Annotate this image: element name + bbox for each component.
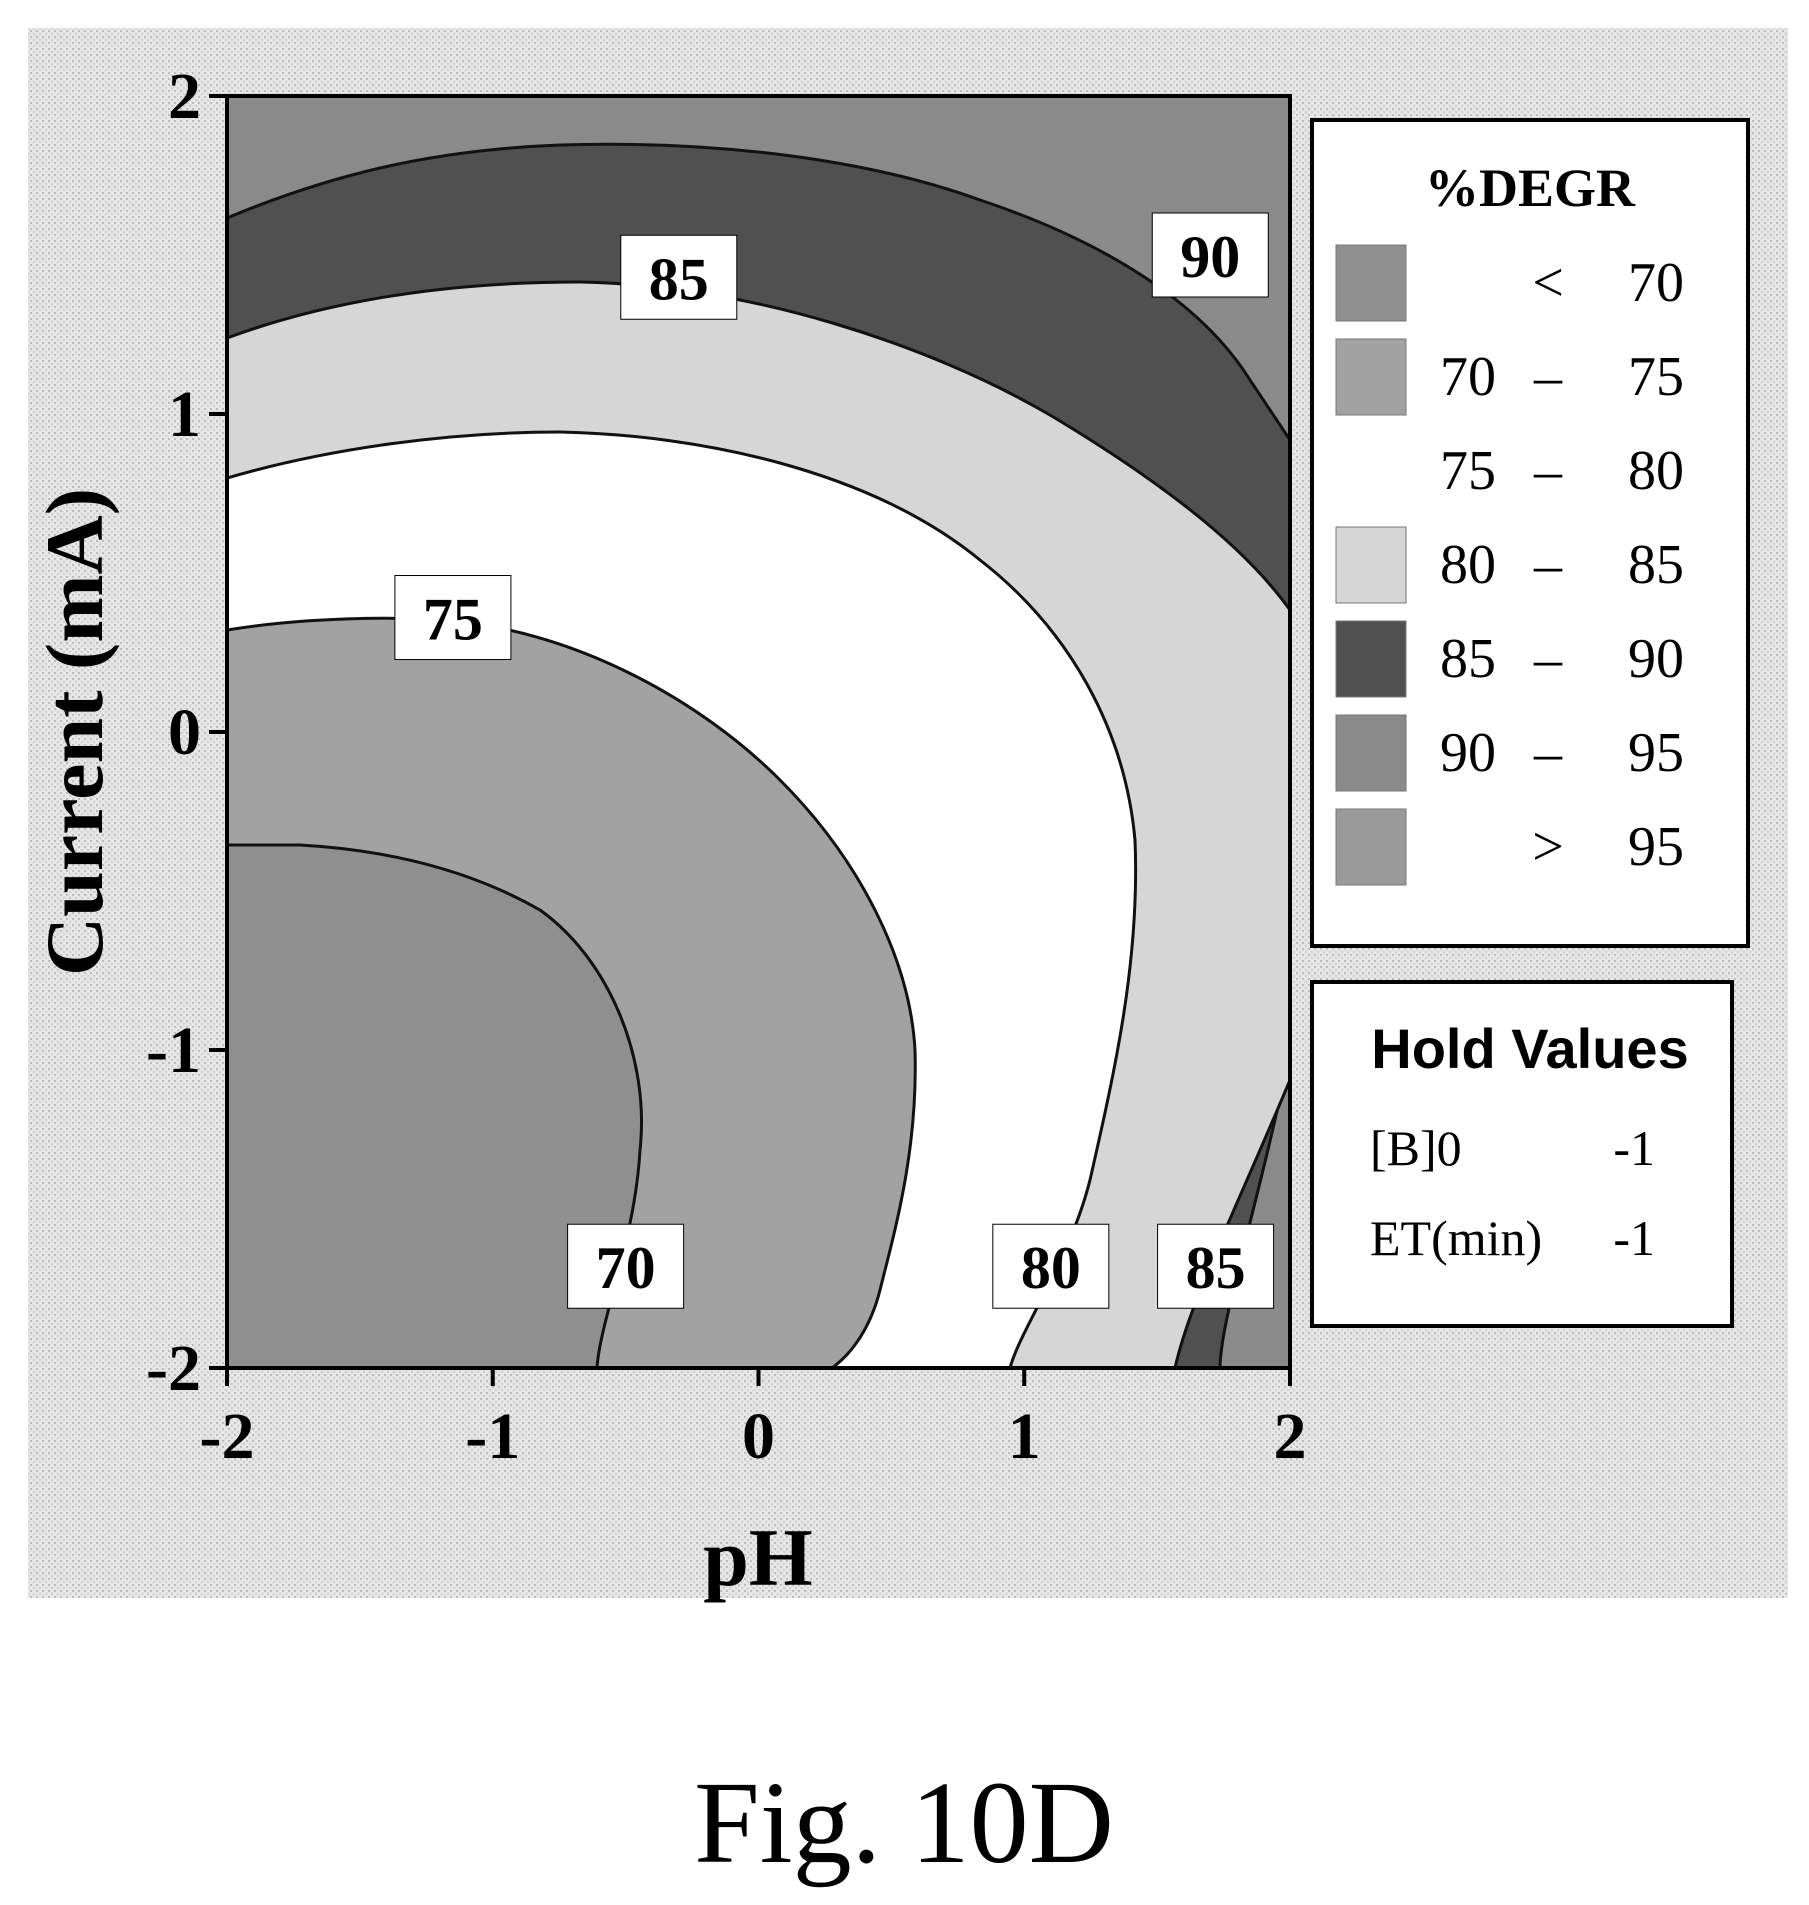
legend-low: 80 bbox=[1440, 534, 1496, 596]
x-tick-label: -1 bbox=[465, 1400, 520, 1473]
legend-high: 80 bbox=[1628, 440, 1684, 502]
hold-values-title: Hold Values bbox=[1371, 1017, 1688, 1080]
contour-label-box bbox=[992, 1223, 1110, 1309]
legend-low: 85 bbox=[1440, 628, 1496, 690]
y-axis: 2 1 0 -1 -2 bbox=[146, 60, 227, 1405]
legend-high: 70 bbox=[1628, 252, 1684, 314]
contour-label-box bbox=[567, 1223, 685, 1309]
legend-separator: > bbox=[1532, 816, 1564, 878]
hold-value-name: ET(min) bbox=[1370, 1210, 1542, 1266]
contour-label: 70 bbox=[596, 1235, 656, 1301]
legend-low: 75 bbox=[1440, 440, 1496, 502]
legend-high: 95 bbox=[1628, 722, 1684, 784]
legend-high: 75 bbox=[1628, 346, 1684, 408]
contour-label-box bbox=[1151, 212, 1269, 298]
y-tick-label: 2 bbox=[168, 60, 201, 133]
contour-label-box bbox=[620, 234, 738, 320]
contour-label: 85 bbox=[1186, 1235, 1246, 1301]
hold-values-frame bbox=[1310, 980, 1734, 1328]
y-tick-label: 1 bbox=[168, 378, 201, 451]
legend-swatch bbox=[1335, 714, 1407, 792]
hold-value-name: [B]0 bbox=[1370, 1120, 1462, 1176]
x-tick-label: 0 bbox=[742, 1400, 775, 1473]
contour-label: 85 bbox=[649, 246, 709, 312]
legend-title: %DEGR bbox=[1425, 158, 1636, 218]
legend-swatch bbox=[1335, 620, 1407, 698]
contour-plot-area bbox=[227, 96, 1290, 1368]
legend-separator: – bbox=[1533, 440, 1563, 502]
legend-separator: – bbox=[1533, 534, 1563, 596]
contour-label: 80 bbox=[1021, 1235, 1081, 1301]
contour-labels: 85 90 75 70 80 85 bbox=[394, 212, 1275, 1309]
y-tick-label: -1 bbox=[146, 1014, 201, 1087]
x-axis: -2 -1 0 1 2 bbox=[200, 1368, 1307, 1473]
x-tick-label: -2 bbox=[200, 1400, 255, 1473]
contour-label: 90 bbox=[1180, 224, 1240, 290]
y-axis-title: Current (mA) bbox=[29, 488, 120, 976]
hold-values-panel: Hold Values [B]0 -1 ET(min) -1 bbox=[1310, 980, 1734, 1328]
y-tick-label: 0 bbox=[168, 696, 201, 769]
legend-swatch bbox=[1336, 433, 1406, 509]
figure-caption: Fig. 10D bbox=[694, 1757, 1114, 1888]
legend-high: 85 bbox=[1628, 534, 1684, 596]
legend-swatch bbox=[1335, 244, 1407, 322]
legend-low: 70 bbox=[1440, 346, 1496, 408]
legend-swatch bbox=[1335, 526, 1407, 604]
legend-swatch bbox=[1335, 338, 1407, 416]
legend-separator: < bbox=[1532, 252, 1564, 314]
legend-high: 95 bbox=[1628, 816, 1684, 878]
legend-separator: – bbox=[1533, 346, 1563, 408]
legend-high: 90 bbox=[1628, 628, 1684, 690]
legend-separator: – bbox=[1533, 628, 1563, 690]
legend-low: 90 bbox=[1440, 722, 1496, 784]
contour-label-box bbox=[394, 575, 512, 661]
contour-label-box bbox=[1157, 1223, 1275, 1309]
x-tick-label: 2 bbox=[1274, 1400, 1307, 1473]
contour-label: 75 bbox=[423, 587, 483, 653]
legend-swatch bbox=[1335, 808, 1407, 886]
hold-value-number: -1 bbox=[1613, 1210, 1655, 1266]
y-tick-label: -2 bbox=[146, 1332, 201, 1405]
x-tick-label: 1 bbox=[1008, 1400, 1041, 1473]
x-axis-title: pH bbox=[703, 1512, 812, 1603]
legend-separator: – bbox=[1533, 722, 1563, 784]
hold-value-number: -1 bbox=[1613, 1120, 1655, 1176]
